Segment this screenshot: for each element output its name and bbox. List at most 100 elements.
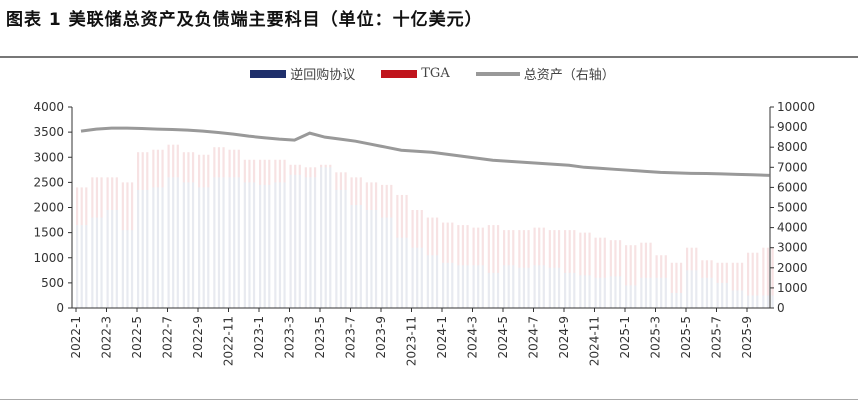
bar-tga xyxy=(538,227,541,266)
bar-tga xyxy=(339,172,343,190)
bar-tga xyxy=(141,152,144,190)
y-tick-label-left: 2500 xyxy=(33,175,64,189)
bar-rrp xyxy=(156,187,160,308)
legend-label-tga: TGA xyxy=(421,66,450,81)
bar-tga xyxy=(701,260,704,278)
bar-tga xyxy=(100,177,103,218)
bar-tga xyxy=(248,159,251,183)
bar-tga xyxy=(644,242,648,278)
bar-tga xyxy=(690,247,693,271)
bar-rrp xyxy=(466,265,469,308)
bar-tga xyxy=(161,149,164,188)
bar-rrp xyxy=(121,230,124,308)
bar-rrp xyxy=(95,217,99,308)
x-tick-label: 2024-3 xyxy=(466,316,480,359)
bar-tga xyxy=(416,210,419,248)
bar-tga xyxy=(472,227,475,266)
bar-tga xyxy=(603,237,606,278)
bar-rrp xyxy=(130,230,134,308)
bar-tga xyxy=(686,247,689,271)
bar-rrp xyxy=(690,270,693,308)
bar-tga xyxy=(304,167,307,178)
bar-rrp xyxy=(721,282,724,308)
bar-tga xyxy=(374,182,378,211)
x-tick-label: 2023-7 xyxy=(344,316,358,359)
bar-rrp xyxy=(679,292,683,308)
bar-rrp xyxy=(191,182,195,308)
bar-tga xyxy=(679,262,683,293)
bar-tga xyxy=(329,164,332,168)
bar-tga xyxy=(228,149,231,178)
bar-tga xyxy=(629,245,632,286)
bar-rrp xyxy=(507,265,510,308)
bar-rrp xyxy=(538,265,541,308)
bar-rrp xyxy=(329,167,332,308)
bar-rrp xyxy=(660,277,663,308)
bar-tga xyxy=(217,147,221,178)
bar-tga xyxy=(640,242,643,278)
bar-rrp xyxy=(568,272,571,308)
bar-rrp xyxy=(629,285,632,308)
x-tick-label: 2023-9 xyxy=(374,316,388,359)
bar-rrp xyxy=(344,189,347,308)
bar-tga xyxy=(634,245,637,286)
bar-rrp xyxy=(111,210,114,308)
bar-rrp xyxy=(289,174,292,308)
bar-tga xyxy=(106,177,109,211)
bar-tga xyxy=(492,225,495,273)
bar-tga xyxy=(461,225,465,266)
bar-rrp xyxy=(374,210,378,308)
bar-rrp xyxy=(248,182,251,308)
bar-rrp xyxy=(664,277,667,308)
bar-rrp xyxy=(304,177,307,308)
bar-tga xyxy=(263,159,266,185)
bar-tga xyxy=(655,255,658,278)
bar-tga xyxy=(751,252,754,296)
y-tick-label-right: 8000 xyxy=(777,140,808,154)
bar-rrp xyxy=(237,177,240,308)
bar-tga xyxy=(111,177,114,211)
bar-rrp xyxy=(609,276,612,308)
bar-rrp xyxy=(492,272,495,308)
y-tick-label-right: 6000 xyxy=(777,180,808,194)
bar-rrp xyxy=(614,276,617,308)
bar-tga xyxy=(243,159,246,183)
bar-rrp xyxy=(618,276,622,308)
bar-rrp xyxy=(320,167,323,308)
legend-label-rrp: 逆回购协议 xyxy=(290,68,356,83)
bar-rrp xyxy=(259,184,262,308)
bar-rrp xyxy=(461,265,465,308)
y-tick-label-left: 500 xyxy=(41,276,64,290)
bar-tga xyxy=(335,172,338,190)
legend-item-tga: TGA xyxy=(381,64,450,83)
bar-tga xyxy=(381,184,384,218)
bar-tga xyxy=(557,230,561,268)
legend-swatch-assets xyxy=(475,71,520,76)
bar-tga xyxy=(85,187,88,226)
legend-swatch-rrp xyxy=(250,69,287,78)
bar-tga xyxy=(518,230,521,268)
bar-tga xyxy=(191,152,195,183)
bar-rrp xyxy=(381,217,384,308)
bar-tga xyxy=(588,232,591,276)
y-tick-label-right: 10000 xyxy=(777,100,815,114)
bar-tga xyxy=(435,217,439,256)
bar-tga xyxy=(740,262,744,291)
bar-tga xyxy=(187,152,190,183)
bar-tga xyxy=(695,247,698,271)
bar-rrp xyxy=(91,217,94,308)
bar-rrp xyxy=(294,174,297,308)
bar-rrp xyxy=(198,187,201,308)
x-tick-label: 2024-7 xyxy=(527,316,541,359)
bar-tga xyxy=(130,182,134,231)
bar-tga xyxy=(259,159,262,185)
bar-tga xyxy=(294,164,297,175)
bar-tga xyxy=(350,177,353,205)
bar-tga xyxy=(396,194,399,238)
bar-rrp xyxy=(385,217,388,308)
bar-tga xyxy=(599,237,602,278)
bar-tga xyxy=(359,177,362,205)
bar-tga xyxy=(527,230,530,268)
bar-rrp xyxy=(167,177,170,308)
y-tick-label-right: 4000 xyxy=(777,221,808,235)
